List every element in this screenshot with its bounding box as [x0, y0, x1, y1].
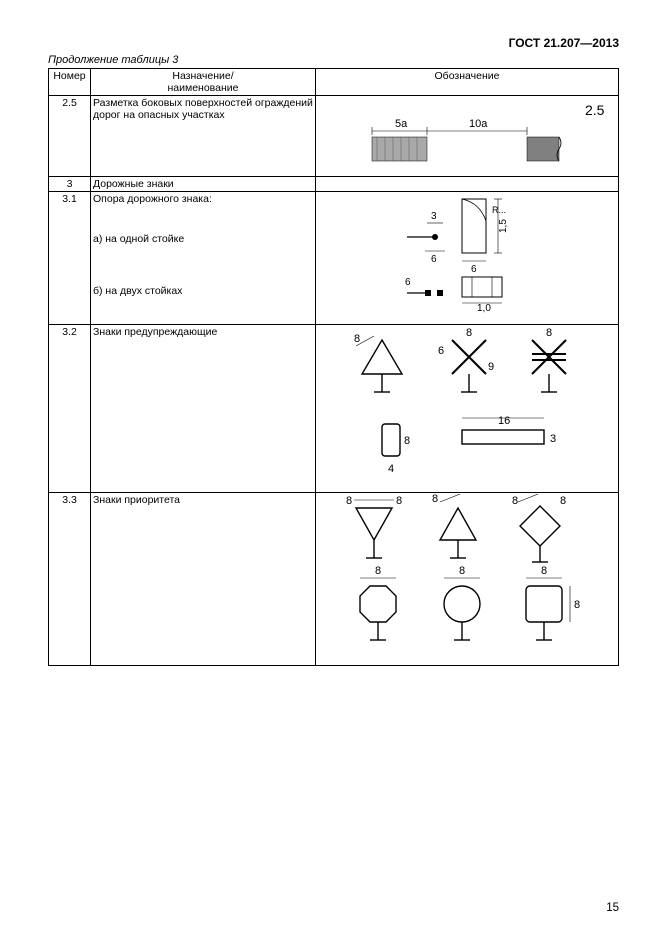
- dim-6b2: 6: [405, 277, 411, 288]
- table-row: 3.3 Знаки приоритета 8 8: [49, 493, 619, 666]
- dim-8a: 8: [346, 495, 352, 507]
- table-row: 3.1 Опора дорожного знака: а) на одной с…: [49, 192, 619, 325]
- dim-6-x: 6: [438, 345, 444, 357]
- signpost-diagram: 3 6 R... 1,5: [367, 193, 567, 319]
- dim-8b: 8: [396, 495, 402, 507]
- warning-signs-diagram: 8 6 8 9: [322, 326, 612, 486]
- table-continuation: Продолжение таблицы 3: [48, 54, 619, 66]
- dim-r: R...: [492, 205, 506, 215]
- priority-signs-diagram: 8 8 8 8 8: [322, 494, 612, 658]
- cell-num: 2.5: [49, 96, 91, 177]
- header-sym: Обозначение: [316, 69, 619, 96]
- cell-num: 3.2: [49, 325, 91, 493]
- row31-intro: Опора дорожного знака:: [93, 193, 313, 205]
- cell-symbol: 2.5 5а 10а: [316, 96, 619, 177]
- dim-9-x: 9: [488, 361, 494, 373]
- marking-diagram: 2.5 5а 10а: [327, 97, 607, 167]
- dim-3-rect: 3: [550, 433, 556, 445]
- dim-8c: 8: [432, 494, 438, 505]
- table-header-row: Номер Назначение/ наименование Обозначен…: [49, 69, 619, 96]
- dim-10: 1,0: [477, 303, 491, 314]
- cell-symbol: 3 6 R... 1,5: [316, 192, 619, 325]
- dim-10a: 10а: [469, 118, 488, 130]
- main-table: Номер Назначение/ наименование Обозначен…: [48, 68, 619, 666]
- cell-name: Знаки приоритета: [91, 493, 316, 666]
- dim-8d: 8: [512, 495, 518, 507]
- cell-name: Разметка боковых поверхностей ограждений…: [91, 96, 316, 177]
- page-number: 15: [606, 902, 619, 914]
- header-num: Номер: [49, 69, 91, 96]
- dim-8-rect: 8: [404, 435, 410, 447]
- dim-6b: 6: [471, 264, 477, 275]
- cell-name: Опора дорожного знака: а) на одной стойк…: [91, 192, 316, 325]
- dim-8e: 8: [560, 495, 566, 507]
- dim-8g: 8: [459, 565, 465, 577]
- table-row: 3 Дорожные знаки: [49, 177, 619, 192]
- row31-a: а) на одной стойке: [93, 233, 313, 245]
- dim-8i: 8: [574, 599, 580, 611]
- cell-name: Дорожные знаки: [91, 177, 316, 192]
- dim-5a: 5а: [395, 118, 408, 130]
- header-name: Назначение/ наименование: [91, 69, 316, 96]
- badge-label: 2.5: [585, 102, 605, 118]
- dim-8-x: 8: [466, 327, 472, 339]
- cell-num: 3.3: [49, 493, 91, 666]
- dim-8-x2: 8: [546, 327, 552, 339]
- dim-8f: 8: [375, 565, 381, 577]
- row31-b: б) на двух стойках: [93, 285, 313, 297]
- dim-8-tri: 8: [354, 333, 360, 345]
- dim-15: 1,5: [498, 219, 509, 233]
- table-row: 2.5 Разметка боковых поверхностей огражд…: [49, 96, 619, 177]
- dim-4-rect: 4: [388, 463, 394, 475]
- table-row: 3.2 Знаки предупреждающие 8: [49, 325, 619, 493]
- dim-16: 16: [498, 415, 510, 427]
- dim-8h: 8: [541, 565, 547, 577]
- cell-symbol: 8 8 8 8 8: [316, 493, 619, 666]
- cell-symbol: 8 6 8 9: [316, 325, 619, 493]
- cell-num: 3: [49, 177, 91, 192]
- cell-num: 3.1: [49, 192, 91, 325]
- dim-3: 3: [431, 211, 437, 222]
- document-title: ГОСТ 21.207—2013: [48, 36, 619, 50]
- cell-symbol: [316, 177, 619, 192]
- cell-name: Знаки предупреждающие: [91, 325, 316, 493]
- dim-6a: 6: [431, 254, 437, 265]
